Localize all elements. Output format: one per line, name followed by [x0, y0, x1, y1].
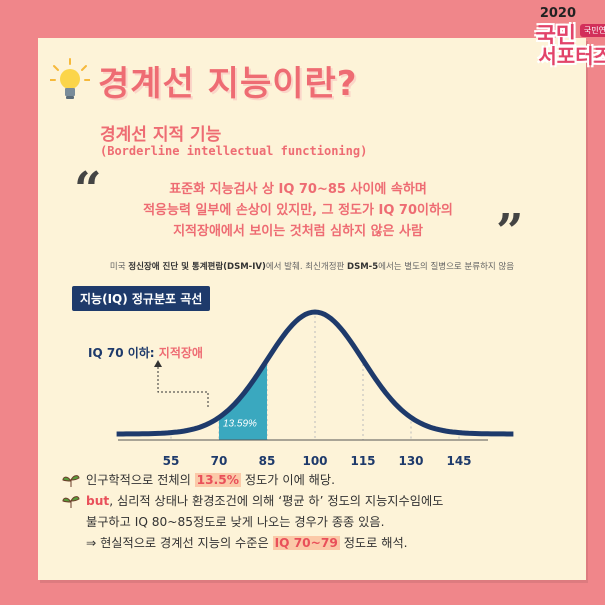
definition-text: 표준화 지능검사 상 IQ 70~85 사이에 속하며 적응능력 일부에 손상이…: [98, 179, 498, 242]
highlight-iq-range: IQ 70~79: [272, 536, 340, 550]
x-tick-label: 100: [302, 454, 327, 468]
pointer-arrow-icon: [154, 360, 162, 367]
x-tick-label: 55: [163, 454, 180, 468]
badge-tag: 국민연: [579, 24, 605, 37]
bullet-conclusion: ⇒ 현실적으로 경계선 지능의 수준은 IQ 70~79 정도로 해석.: [86, 536, 408, 550]
bullet-list: 인구학적으로 전체의 13.5% 정도가 이에 해당. but, 심리적 상태나…: [62, 470, 572, 554]
supporters-badge: 2020 국민 국민연 서포터즈: [516, 6, 605, 68]
definition-line: 지적장애에서 보이는 것처럼 심하지 않은 사람: [173, 224, 423, 239]
x-tick-label: 115: [350, 454, 375, 468]
source-note: 미국 정신장애 진단 및 통계편람(DSM-IV)에서 발췌. 최신개정판 DS…: [109, 262, 515, 272]
sprout-icon: [62, 496, 80, 508]
bullet-continuation: 불구하고 IQ 80~85정도로 낮게 나오는 경우가 종종 있음.: [86, 515, 385, 529]
subtitle: 경계선 지적 기능: [100, 125, 222, 145]
chart-title-chip: 지능(IQ) 정규분포 곡선: [72, 286, 211, 311]
subtitle-english: (Borderline intellectual functioning): [100, 144, 368, 158]
bell-curve: [116, 309, 514, 437]
x-tick-label: 70: [211, 454, 228, 468]
x-tick-label: 145: [446, 454, 471, 468]
close-quote-icon: ”: [496, 204, 524, 260]
iq-70-label: IQ 70 이하: 지적장애: [88, 346, 203, 360]
bullet-item: but, 심리적 상태나 환경조건에 의해 ‘평균 하’ 정도의 지능지수임에도: [62, 491, 572, 512]
definition-line: 표준화 지능검사 상 IQ 70~85 사이에 속하며: [169, 182, 427, 197]
definition-line: 적응능력 일부에 손상이 있지만, 그 정도가 IQ 70이하의: [143, 203, 453, 218]
x-tick-label: 85: [259, 454, 276, 468]
badge-year: 2020: [539, 6, 576, 21]
sprout-icon: [62, 475, 80, 487]
badge-line1: 국민: [535, 24, 576, 49]
badge-line2: 서포터즈: [538, 44, 605, 68]
open-quote-icon: “: [74, 162, 102, 218]
highlight-13-5: 13.5%: [194, 473, 241, 487]
normal-distribution-chart: 13.59% 55 70 85 100 115 130 145: [116, 309, 514, 468]
lightbulb-icon: [50, 58, 90, 99]
shaded-percent-label: 13.59%: [223, 418, 257, 429]
content-card: 2020 국민 국민연 서포터즈 경계선 지능이란? 경계선 지적 기능 (Bo…: [38, 6, 605, 580]
page-title: 경계선 지능이란?: [98, 64, 358, 104]
pointer-line: [157, 363, 209, 408]
x-tick-label: 130: [398, 454, 423, 468]
bullet-item: 인구학적으로 전체의 13.5% 정도가 이에 해당.: [62, 470, 572, 491]
